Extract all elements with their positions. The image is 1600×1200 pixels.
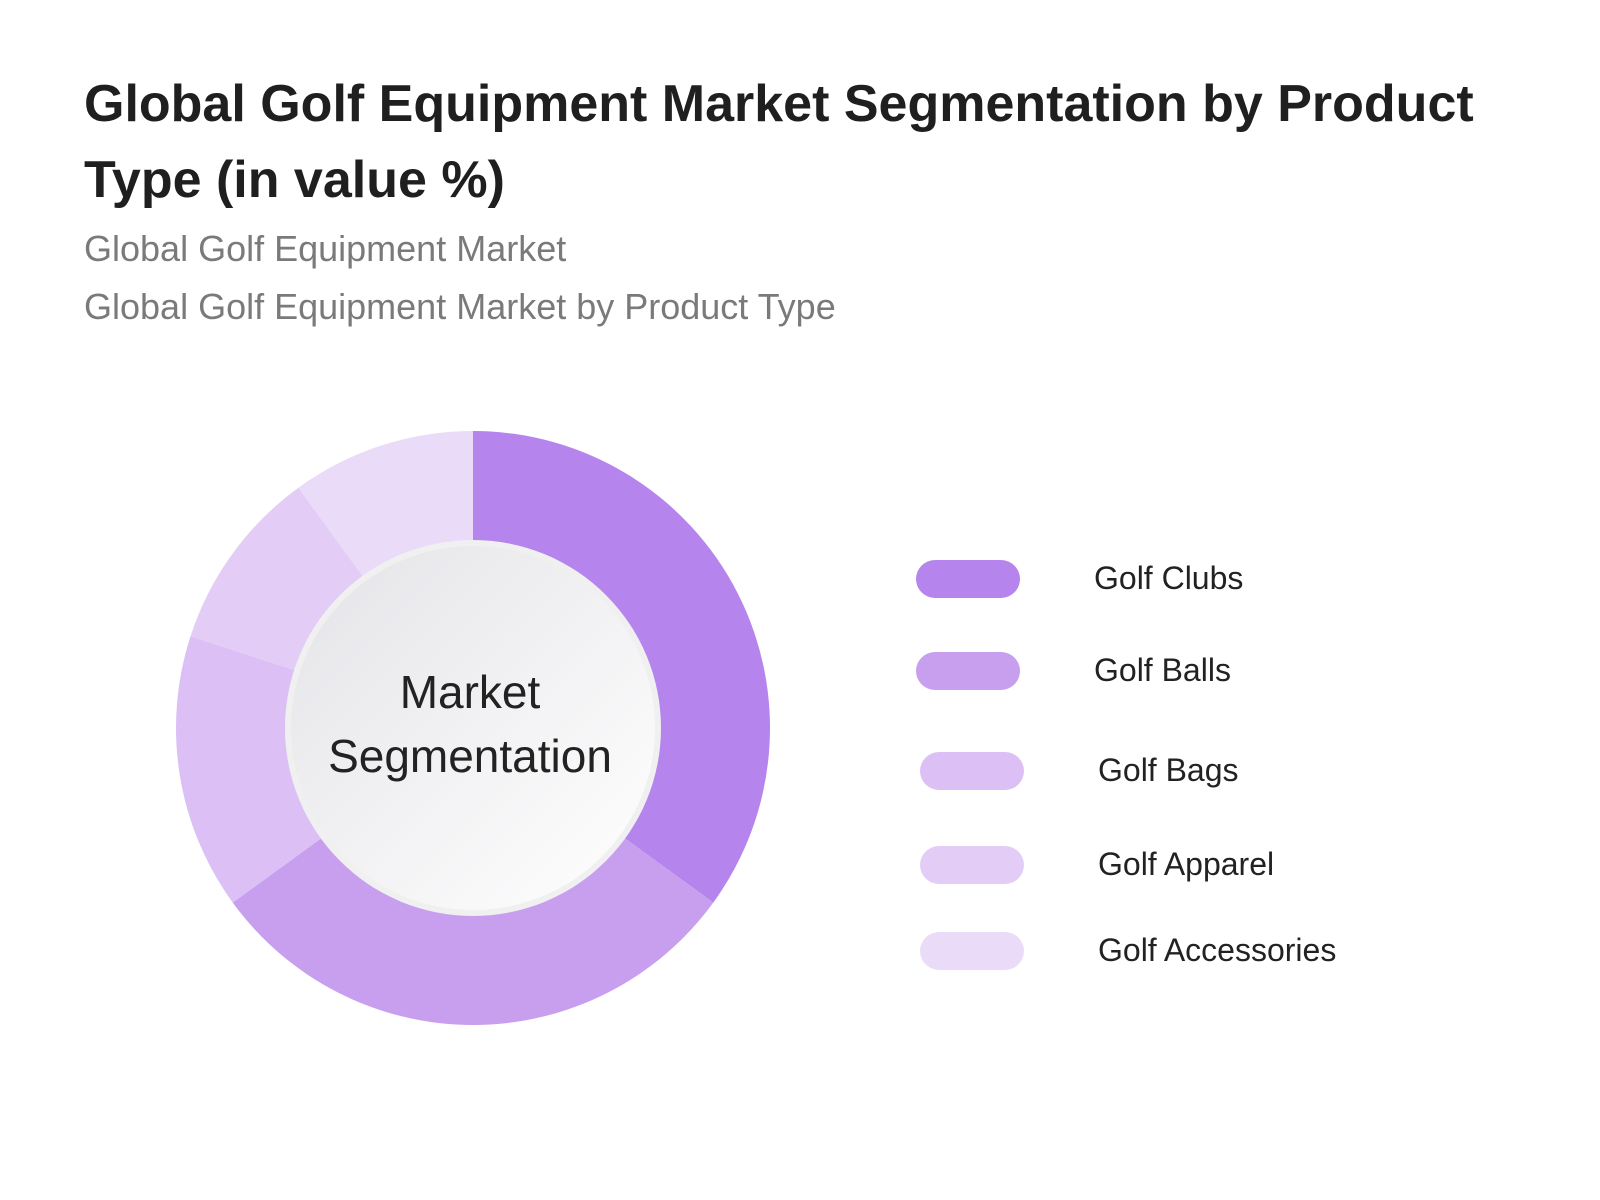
donut-slice-golf-balls [232,834,714,1025]
legend-label: Golf Bags [1098,752,1239,788]
legend-swatch [920,752,1024,790]
center-label-line-1: Market [399,666,541,718]
donut-hole [291,546,655,910]
legend-swatch [920,846,1024,884]
legend-label: Golf Clubs [1094,560,1244,596]
center-label: Market Segmentation [290,660,650,788]
legend-swatch [920,932,1024,970]
legend-swatch [916,560,1020,598]
center-label-line-2: Segmentation [328,730,612,782]
chart-title: Global Golf Equipment Market Segmentatio… [84,75,1474,209]
subtitle-product-type: Global Golf Equipment Market by Product … [84,286,836,327]
subtitle-market: Global Golf Equipment Market [84,228,567,269]
legend-label: Golf Apparel [1098,846,1275,882]
legend-label: Golf Balls [1094,652,1231,688]
donut-slice-golf-accessories [298,431,473,581]
legend-swatch [916,652,1020,690]
donut-slice-golf-clubs [473,431,770,903]
legend-label: Golf Accessories [1098,932,1337,968]
